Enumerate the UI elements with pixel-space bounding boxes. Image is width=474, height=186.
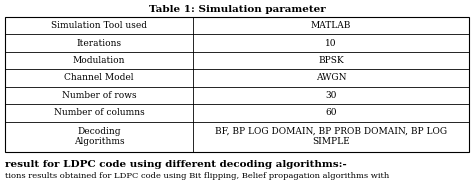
Text: Channel Model: Channel Model <box>64 73 134 82</box>
Text: AWGN: AWGN <box>316 73 346 82</box>
Text: tions results obtained for LDPC code using Bit flipping, Belief propagation algo: tions results obtained for LDPC code usi… <box>5 172 389 180</box>
Text: 30: 30 <box>325 91 337 100</box>
Text: Simulation Tool used: Simulation Tool used <box>51 21 147 30</box>
Text: 10: 10 <box>325 39 337 48</box>
Text: Iterations: Iterations <box>76 39 121 48</box>
Text: 60: 60 <box>325 108 337 117</box>
Text: Number of columns: Number of columns <box>54 108 145 117</box>
Text: Decoding
Algorithms: Decoding Algorithms <box>73 127 124 146</box>
Text: Number of rows: Number of rows <box>62 91 136 100</box>
Text: Table 1: Simulation parameter: Table 1: Simulation parameter <box>149 4 325 14</box>
Text: result for LDPC code using different decoding algorithms:-: result for LDPC code using different dec… <box>5 160 347 169</box>
Bar <box>5 17 469 152</box>
Text: BF, BP LOG DOMAIN, BP PROB DOMAIN, BP LOG
SIMPLE: BF, BP LOG DOMAIN, BP PROB DOMAIN, BP LO… <box>215 127 447 146</box>
Text: Modulation: Modulation <box>73 56 125 65</box>
Text: MATLAB: MATLAB <box>311 21 351 30</box>
Text: BPSK: BPSK <box>318 56 344 65</box>
